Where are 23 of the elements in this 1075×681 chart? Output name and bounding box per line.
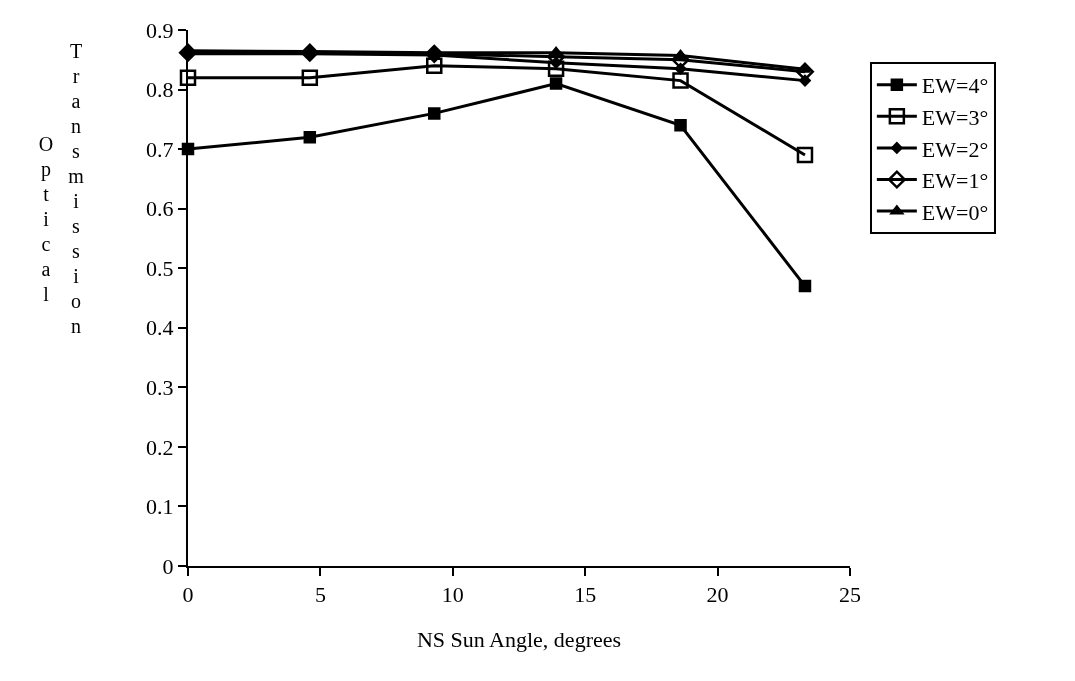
y-tick-label: 0.4 — [146, 315, 174, 341]
x-tick-label: 25 — [839, 582, 861, 608]
y-tick-label: 0.2 — [146, 434, 174, 460]
x-tick-label: 10 — [441, 582, 464, 608]
y-tick-label: 0.6 — [146, 196, 174, 222]
legend-label: EW=1° — [921, 168, 989, 194]
x-axis-title: NS Sun Angle, degrees — [416, 626, 622, 652]
y-tick-label: 0.9 — [146, 17, 174, 43]
y-tick-label: 0.1 — [146, 494, 174, 520]
x-tick-label: 15 — [574, 582, 597, 608]
y-tick-label: 0.3 — [146, 375, 174, 401]
legend-label: EW=2° — [921, 136, 989, 162]
x-tick-label: 0 — [182, 582, 194, 608]
y-tick-label: 0.8 — [146, 77, 174, 103]
legend-label: EW=0° — [921, 199, 989, 225]
legend-label: EW=3° — [921, 104, 989, 130]
legend-label: EW=4° — [921, 73, 989, 99]
y-tick-label: 0 — [162, 553, 174, 579]
y-axis-title: Optical Transmission — [35, 40, 87, 340]
x-tick-label: 20 — [706, 582, 729, 608]
y-tick-label: 0.5 — [146, 255, 174, 281]
x-tick-label: 5 — [314, 582, 326, 608]
y-tick-label: 0.7 — [146, 136, 174, 162]
